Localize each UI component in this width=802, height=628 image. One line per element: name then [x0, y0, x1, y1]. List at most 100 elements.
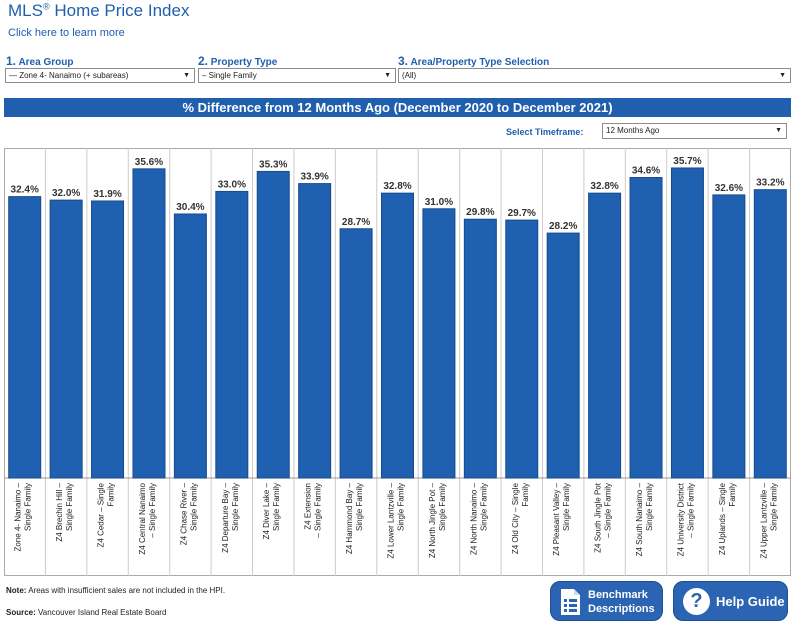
area-group-select[interactable]: — Zone 4- Nanaimo (+ subareas) ▼ — [5, 68, 195, 83]
category-label: – Single Family — [604, 483, 613, 538]
bar — [173, 213, 207, 479]
category-label: Z4 Departure Bay – — [221, 482, 230, 552]
category-label: Z4 Lower Lantzville – — [387, 482, 396, 558]
data-label: 32.4% — [11, 185, 39, 196]
data-label: 29.7% — [508, 208, 536, 219]
category-label: Single Family — [397, 483, 406, 531]
category-label: Single Family — [355, 483, 364, 531]
timeframe-select[interactable]: 12 Months Ago ▼ — [602, 123, 787, 139]
bar — [546, 232, 580, 479]
data-label: 33.0% — [218, 179, 246, 190]
page-title: MLS® Home Price Index — [8, 1, 189, 21]
footer-note: Note: Areas with insufficient sales are … — [6, 586, 225, 595]
registered-mark: ® — [42, 1, 50, 12]
benchmark-line1: Benchmark — [588, 589, 648, 601]
selection-value: (All) — [402, 71, 417, 80]
area-group-num: 1. — [6, 54, 17, 68]
bar — [670, 167, 704, 479]
property-type-select[interactable]: – Single Family ▼ — [198, 68, 396, 83]
bar — [753, 189, 787, 479]
area-group-label: 1. Area Group — [6, 54, 73, 68]
category-label: Single Family — [65, 483, 74, 531]
selection-num: 3. — [398, 54, 409, 68]
bar — [463, 218, 497, 479]
data-label: 32.8% — [383, 181, 411, 192]
category-label: Z4 South Jingle Pot — [594, 482, 603, 553]
learn-more-link[interactable]: Click here to learn more — [8, 27, 125, 39]
category-label: Zone 4- Nanaimo – — [14, 482, 23, 551]
category-label: Z4 Brechin Hill – — [55, 482, 64, 541]
property-type-text: Property Type — [210, 57, 278, 68]
category-label: Z4 Chase River – — [179, 482, 188, 545]
area-property-selection-select[interactable]: (All) ▼ — [398, 68, 791, 83]
benchmark-descriptions-button[interactable]: Benchmark Descriptions — [550, 581, 663, 621]
note-text: Areas with insufficient sales are not in… — [26, 586, 226, 595]
category-label: Z4 North Nanaimo – — [469, 482, 478, 555]
category-label: Z4 University District — [676, 482, 685, 556]
category-label: Single Family — [189, 483, 198, 531]
category-label: Single Family — [479, 483, 488, 531]
title-rest: Home Price Index — [49, 1, 190, 20]
category-label: – Single Family — [148, 483, 157, 538]
source-text: Vancouver Island Real Estate Board — [35, 608, 167, 617]
data-label: 35.7% — [673, 156, 701, 167]
category-label: Z4 Upper Lantzville – — [759, 482, 768, 558]
category-label: Z4 Uplands – Single — [718, 482, 727, 555]
footer-source: Source: Vancouver Island Real Estate Boa… — [6, 608, 166, 617]
data-label: 28.7% — [342, 217, 370, 228]
category-label: Z4 North Jingle Pot – — [428, 482, 437, 558]
bar — [256, 170, 290, 479]
category-label: Single Family — [272, 483, 281, 531]
bar — [132, 168, 166, 479]
bar — [49, 199, 83, 479]
chevron-down-icon: ▼ — [183, 72, 190, 79]
category-label: – Single Family — [314, 483, 323, 538]
chevron-down-icon: ▼ — [779, 72, 786, 79]
chevron-down-icon: ▼ — [384, 72, 391, 79]
property-type-value: – Single Family — [202, 71, 257, 80]
question-icon: ? — [683, 588, 710, 615]
bar — [339, 228, 373, 479]
category-label: Z4 Central Nanaimo — [138, 482, 147, 554]
category-label: Z4 Extension — [304, 483, 313, 530]
data-label: 29.8% — [466, 207, 494, 218]
category-label: Family — [107, 483, 116, 507]
data-label: 35.6% — [135, 157, 163, 168]
data-label: 28.2% — [549, 221, 577, 232]
benchmark-line2: Descriptions — [588, 603, 655, 615]
chart-banner: % Difference from 12 Months Ago (Decembe… — [4, 98, 791, 117]
category-label: Single Family — [438, 483, 447, 531]
note-label: Note: — [6, 586, 27, 595]
help-guide-button[interactable]: ? Help Guide — [673, 581, 788, 621]
bar — [215, 190, 249, 479]
data-label: 30.4% — [176, 202, 204, 213]
area-group-value: — Zone 4- Nanaimo (+ subareas) — [9, 71, 129, 80]
bar — [381, 192, 414, 479]
bar — [298, 183, 332, 479]
bar — [8, 196, 42, 479]
property-type-label: 2. Property Type — [198, 54, 277, 68]
source-label: Source: — [6, 608, 36, 617]
category-label: Z4 Diver Lake – — [262, 482, 271, 539]
data-label: 31.9% — [93, 189, 121, 200]
timeframe-value: 12 Months Ago — [606, 126, 660, 135]
area-group-text: Area Group — [18, 57, 74, 68]
title-text: MLS — [8, 1, 43, 20]
category-label: Z4 Hammond Bay – — [345, 482, 354, 554]
data-label: 35.3% — [259, 159, 287, 170]
bar — [588, 192, 622, 479]
category-label: Z4 Pleasant Valley – — [552, 482, 561, 555]
bar — [505, 219, 539, 479]
bar — [629, 177, 663, 479]
bar — [712, 194, 746, 479]
bar — [422, 208, 456, 479]
category-label: Single Family — [645, 483, 654, 531]
category-label: Z4 Cedar – Single — [97, 482, 106, 547]
data-label: 32.8% — [590, 181, 618, 192]
data-label: 31.0% — [425, 197, 453, 208]
data-label: 33.2% — [756, 178, 784, 189]
category-label: Single Family — [769, 483, 778, 531]
category-label: Single Family — [231, 483, 240, 531]
timeframe-label: Select Timeframe: — [506, 127, 584, 137]
selection-text: Area/Property Type Selection — [410, 57, 550, 68]
